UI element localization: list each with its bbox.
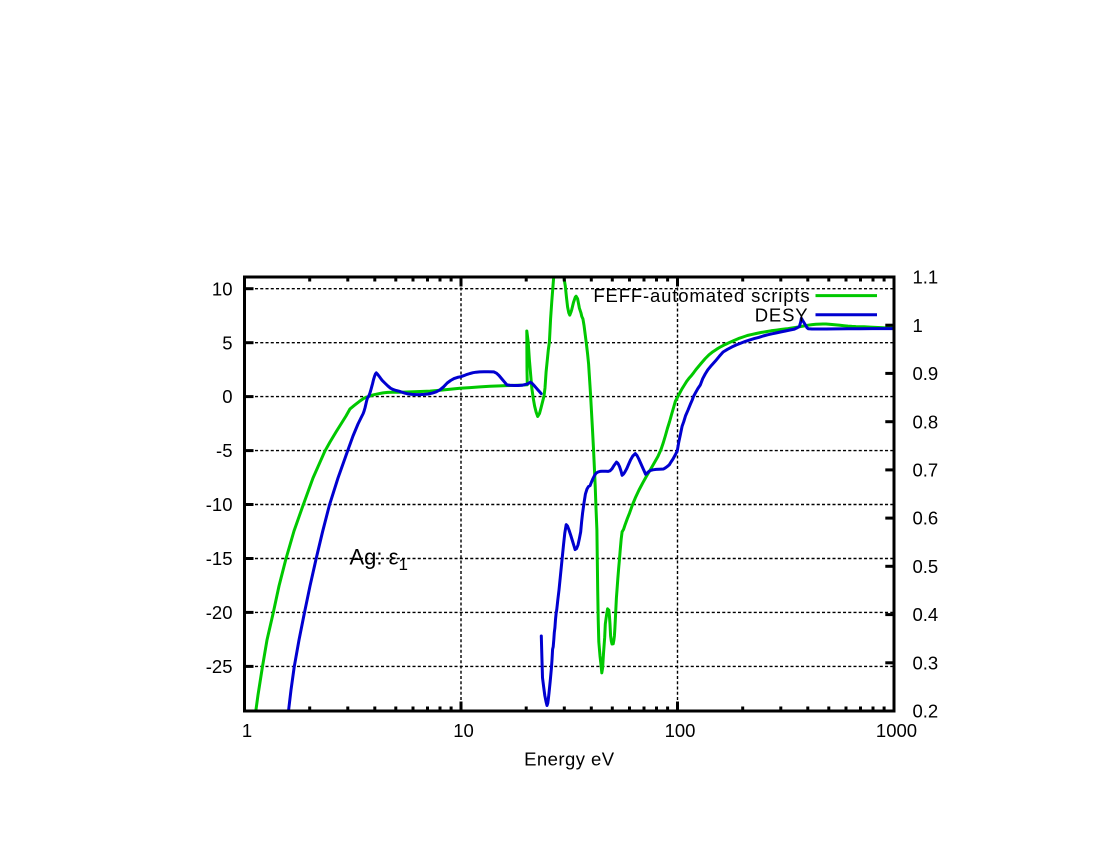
svg-text:10: 10 (212, 278, 233, 299)
svg-text:-10: -10 (206, 494, 233, 515)
svg-text:1: 1 (913, 315, 923, 336)
svg-text:-20: -20 (206, 602, 233, 623)
svg-text:FEFF-automated scripts: FEFF-automated scripts (593, 285, 810, 306)
svg-text:1000: 1000 (876, 720, 917, 741)
svg-text:0.4: 0.4 (913, 604, 939, 625)
svg-text:Ag: ε1: Ag: ε1 (350, 545, 408, 575)
svg-text:0.2: 0.2 (913, 701, 939, 722)
svg-text:0.7: 0.7 (913, 460, 939, 481)
svg-text:5: 5 (222, 332, 232, 353)
svg-text:0.9: 0.9 (913, 363, 939, 384)
svg-text:1.1: 1.1 (913, 267, 939, 288)
svg-text:1: 1 (242, 720, 252, 741)
svg-text:0.3: 0.3 (913, 652, 939, 673)
svg-text:-5: -5 (216, 440, 232, 461)
svg-text:10: 10 (453, 720, 474, 741)
svg-text:100: 100 (665, 720, 696, 741)
svg-text:0: 0 (222, 386, 232, 407)
svg-text:DESY: DESY (755, 304, 809, 325)
svg-text:-15: -15 (206, 548, 233, 569)
svg-text:-25: -25 (206, 656, 233, 677)
svg-text:0.6: 0.6 (913, 508, 939, 529)
svg-text:0.8: 0.8 (913, 411, 939, 432)
svg-text:0.5: 0.5 (913, 556, 939, 577)
svg-text:Energy eV: Energy eV (524, 748, 615, 769)
